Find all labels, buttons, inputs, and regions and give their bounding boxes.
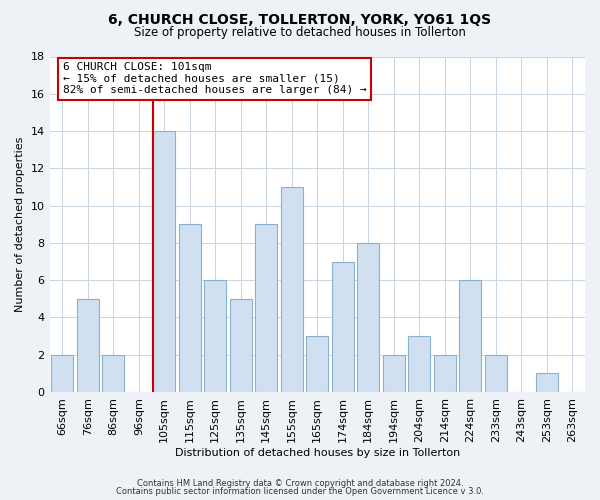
- Bar: [485, 354, 506, 392]
- Bar: [434, 354, 455, 392]
- Bar: [307, 336, 328, 392]
- Bar: [230, 299, 251, 392]
- Bar: [52, 354, 73, 392]
- Text: Contains public sector information licensed under the Open Government Licence v : Contains public sector information licen…: [116, 487, 484, 496]
- Text: 6 CHURCH CLOSE: 101sqm
← 15% of detached houses are smaller (15)
82% of semi-det: 6 CHURCH CLOSE: 101sqm ← 15% of detached…: [62, 62, 366, 96]
- X-axis label: Distribution of detached houses by size in Tollerton: Distribution of detached houses by size …: [175, 448, 460, 458]
- Bar: [281, 187, 302, 392]
- Bar: [358, 243, 379, 392]
- Bar: [77, 299, 98, 392]
- Bar: [205, 280, 226, 392]
- Bar: [460, 280, 481, 392]
- Bar: [154, 131, 175, 392]
- Bar: [179, 224, 200, 392]
- Bar: [409, 336, 430, 392]
- Bar: [383, 354, 404, 392]
- Bar: [256, 224, 277, 392]
- Bar: [536, 374, 557, 392]
- Y-axis label: Number of detached properties: Number of detached properties: [15, 136, 25, 312]
- Text: 6, CHURCH CLOSE, TOLLERTON, YORK, YO61 1QS: 6, CHURCH CLOSE, TOLLERTON, YORK, YO61 1…: [109, 12, 491, 26]
- Text: Size of property relative to detached houses in Tollerton: Size of property relative to detached ho…: [134, 26, 466, 39]
- Bar: [103, 354, 124, 392]
- Bar: [332, 262, 353, 392]
- Text: Contains HM Land Registry data © Crown copyright and database right 2024.: Contains HM Land Registry data © Crown c…: [137, 478, 463, 488]
